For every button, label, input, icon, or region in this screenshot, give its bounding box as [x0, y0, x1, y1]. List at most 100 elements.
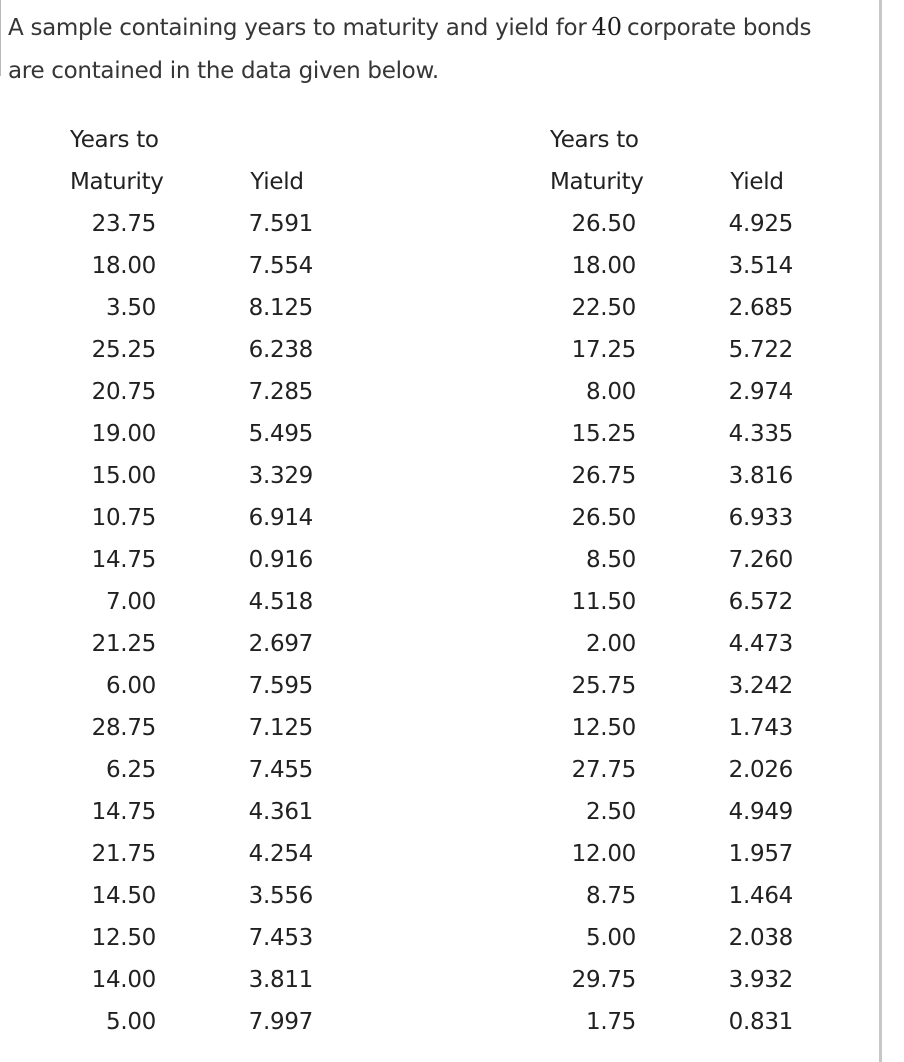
yield-cell: 0.831 — [728, 1009, 794, 1035]
right-panel-divider — [879, 0, 882, 1062]
maturity-cell: 8.50 — [585, 547, 636, 573]
maturity-cell: 5.00 — [585, 925, 636, 951]
maturity-cell: 8.75 — [585, 883, 636, 909]
maturity-cell: 14.50 — [91, 883, 157, 909]
yield-cell: 3.514 — [728, 253, 794, 279]
yield-cell: 6.914 — [248, 505, 314, 531]
column-header-years-to: Years to — [70, 127, 159, 153]
maturity-cell: 12.50 — [571, 715, 637, 741]
maturity-cell: 10.75 — [91, 505, 157, 531]
yield-cell: 6.933 — [728, 505, 794, 531]
table-row: 23.75 7.591 — [68, 203, 315, 245]
table-row: 18.00 7.554 — [68, 245, 315, 287]
table-row: 8.00 2.974 — [548, 371, 795, 413]
maturity-cell: 20.75 — [91, 379, 157, 405]
column-header-yield: Yield — [730, 169, 784, 195]
table-row: 17.25 5.722 — [548, 329, 795, 371]
maturity-cell: 3.50 — [105, 295, 156, 321]
table-row: 2.00 4.473 — [548, 623, 795, 665]
yield-cell: 7.125 — [248, 715, 314, 741]
table-row: 3.50 8.125 — [68, 287, 315, 329]
table-row: 11.50 6.572 — [548, 581, 795, 623]
maturity-cell: 27.75 — [571, 757, 637, 783]
table-row: 19.00 5.495 — [68, 413, 315, 455]
table-row: 6.00 7.595 — [68, 665, 315, 707]
yield-cell: 4.361 — [248, 799, 314, 825]
table-row: 25.75 3.242 — [548, 665, 795, 707]
maturity-cell: 22.50 — [571, 295, 637, 321]
maturity-cell: 15.25 — [571, 421, 637, 447]
yield-cell: 6.572 — [728, 589, 794, 615]
table-row: 21.25 2.697 — [68, 623, 315, 665]
yield-cell: 4.254 — [248, 841, 314, 867]
yield-cell: 4.473 — [728, 631, 794, 657]
yield-cell: 1.957 — [728, 841, 794, 867]
maturity-cell: 2.00 — [585, 631, 636, 657]
yield-cell: 0.916 — [248, 547, 314, 573]
maturity-cell: 14.75 — [91, 799, 157, 825]
yield-cell: 3.811 — [248, 967, 314, 993]
yield-cell: 7.260 — [728, 547, 794, 573]
maturity-cell: 8.00 — [585, 379, 636, 405]
table-row: 8.75 1.464 — [548, 875, 795, 917]
table-row: 1.75 0.831 — [548, 1001, 795, 1043]
table-row: 5.00 2.038 — [548, 917, 795, 959]
column-header-maturity: Maturity — [550, 169, 644, 195]
table-row: 26.50 4.925 — [548, 203, 795, 245]
maturity-cell: 25.25 — [91, 337, 157, 363]
maturity-cell: 14.75 — [91, 547, 157, 573]
maturity-cell: 26.50 — [571, 505, 637, 531]
left-edge-border — [0, 0, 1, 76]
table-row: 20.75 7.285 — [68, 371, 315, 413]
yield-cell: 7.455 — [248, 757, 314, 783]
maturity-cell: 25.75 — [571, 673, 637, 699]
table-row: 10.75 6.914 — [68, 497, 315, 539]
table-row: 25.25 6.238 — [68, 329, 315, 371]
table-row: 27.75 2.026 — [548, 749, 795, 791]
table-row: 14.75 4.361 — [68, 791, 315, 833]
yield-cell: 7.285 — [248, 379, 314, 405]
intro-text-after: corporate bonds — [627, 15, 812, 41]
column-header-yield: Yield — [250, 169, 304, 195]
table-row: 12.50 1.743 — [548, 707, 795, 749]
maturity-cell: 17.25 — [571, 337, 637, 363]
table-body: 23.75 7.591 18.00 7.554 3.50 8.125 25.25 6.238 2… — [68, 203, 315, 1043]
table-row: 14.00 3.811 — [68, 959, 315, 1001]
problem-statement: A sample containing years to maturity an… — [8, 6, 876, 93]
table-header-row: Maturity Yield — [548, 161, 795, 203]
maturity-cell: 21.25 — [91, 631, 157, 657]
table-row: 5.00 7.997 — [68, 1001, 315, 1043]
yield-cell: 2.974 — [728, 379, 794, 405]
yield-cell: 4.518 — [248, 589, 314, 615]
yield-cell: 1.464 — [728, 883, 794, 909]
yield-cell: 3.242 — [728, 673, 794, 699]
maturity-cell: 29.75 — [571, 967, 637, 993]
table-header-row: Maturity Yield — [68, 161, 315, 203]
yield-cell: 3.556 — [248, 883, 314, 909]
intro-text-before: A sample containing years to maturity an… — [8, 15, 587, 41]
table-row: 26.75 3.816 — [548, 455, 795, 497]
maturity-cell: 18.00 — [91, 253, 157, 279]
table-row: 26.50 6.933 — [548, 497, 795, 539]
table-row: 15.00 3.329 — [68, 455, 315, 497]
yield-cell: 7.453 — [248, 925, 314, 951]
yield-cell: 7.591 — [248, 211, 314, 237]
yield-cell: 2.038 — [728, 925, 794, 951]
yield-cell: 4.925 — [728, 211, 794, 237]
yield-cell: 4.335 — [728, 421, 794, 447]
table-row: 12.50 7.453 — [68, 917, 315, 959]
table-row: 28.75 7.125 — [68, 707, 315, 749]
table-row: 2.50 4.949 — [548, 791, 795, 833]
table-row: 14.50 3.556 — [68, 875, 315, 917]
table-row: 29.75 3.932 — [548, 959, 795, 1001]
bond-table-left: Years to Maturity Yield 23.75 7.591 18.00 7… — [68, 119, 315, 1043]
column-header-years-to: Years to — [550, 127, 639, 153]
table-row: 18.00 3.514 — [548, 245, 795, 287]
table-row: 8.50 7.260 — [548, 539, 795, 581]
table-row: 6.25 7.455 — [68, 749, 315, 791]
maturity-cell: 6.00 — [105, 673, 156, 699]
table-row: 7.00 4.518 — [68, 581, 315, 623]
yield-cell: 7.554 — [248, 253, 314, 279]
maturity-cell: 12.50 — [91, 925, 157, 951]
maturity-cell: 6.25 — [105, 757, 156, 783]
